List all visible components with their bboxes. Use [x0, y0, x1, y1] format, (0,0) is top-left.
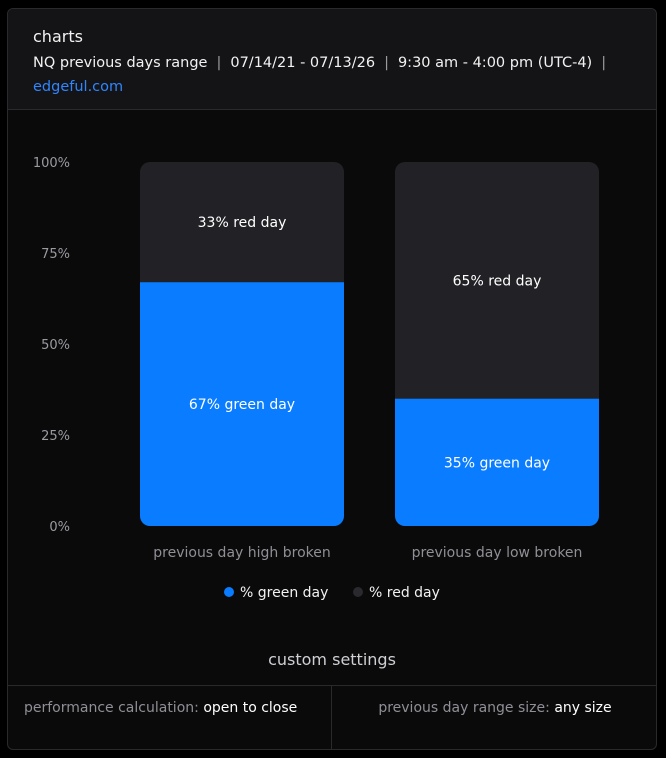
setting-value: any size	[554, 700, 612, 716]
separator: |	[601, 55, 607, 71]
bar-group	[140, 162, 344, 526]
setting-label: performance calculation:	[24, 700, 199, 716]
y-tick-label: 25%	[41, 429, 70, 444]
bar-segment-green[interactable]	[140, 282, 344, 526]
legend-label: % green day	[240, 585, 328, 601]
card-title: charts	[33, 27, 83, 46]
separator: |	[384, 55, 389, 71]
x-category-label: previous day low broken	[412, 545, 583, 561]
setting-label: previous day range size:	[378, 700, 550, 716]
bar-group	[395, 162, 599, 526]
legend-red-marker	[353, 587, 363, 597]
card-header: charts NQ previous days range | 07/14/21 -…	[8, 9, 656, 110]
setting-range-size: previous day range size: any size	[332, 686, 656, 749]
instrument-label: NQ previous days range	[33, 55, 208, 71]
y-tick-label: 0%	[49, 520, 70, 535]
session-time: 9:30 am - 4:00 pm (UTC-4)	[397, 55, 593, 71]
stacked-bar-chart: 100% 75% 50% 25% 0% 67% green day 33% red day p…	[33, 156, 599, 601]
bar-data-label: 65% red day	[453, 273, 542, 289]
date-range: 07/14/21 - 07/13/26	[230, 55, 376, 71]
bar-data-label: 35% green day	[444, 455, 550, 471]
bar-segment-red[interactable]	[140, 162, 344, 283]
setting-value: open to close	[203, 700, 298, 716]
settings-row: performance calculation: open to close p…	[8, 685, 656, 749]
chart-card: charts NQ previous days range | 07/14/21 -…	[7, 8, 657, 750]
y-tick-label: 100%	[33, 156, 70, 171]
bar-data-label: 33% red day	[198, 215, 287, 231]
x-category-label: previous day high broken	[153, 545, 330, 561]
y-tick-label: 75%	[41, 247, 70, 262]
bar-data-label: 67% green day	[189, 397, 295, 413]
card-subtitle: NQ previous days range | 07/14/21 - 07/13/…	[33, 51, 643, 99]
y-tick-label: 50%	[41, 338, 70, 353]
custom-settings-title: custom settings	[268, 650, 396, 669]
separator: |	[216, 55, 222, 71]
legend-label: % red day	[369, 585, 440, 601]
setting-performance-calculation: performance calculation: open to close	[8, 686, 332, 749]
source-link[interactable]: edgeful.com	[33, 79, 124, 95]
bar-segment-green[interactable]	[395, 398, 599, 526]
legend-green-marker	[224, 587, 234, 597]
bar-segment-red[interactable]	[395, 162, 599, 399]
